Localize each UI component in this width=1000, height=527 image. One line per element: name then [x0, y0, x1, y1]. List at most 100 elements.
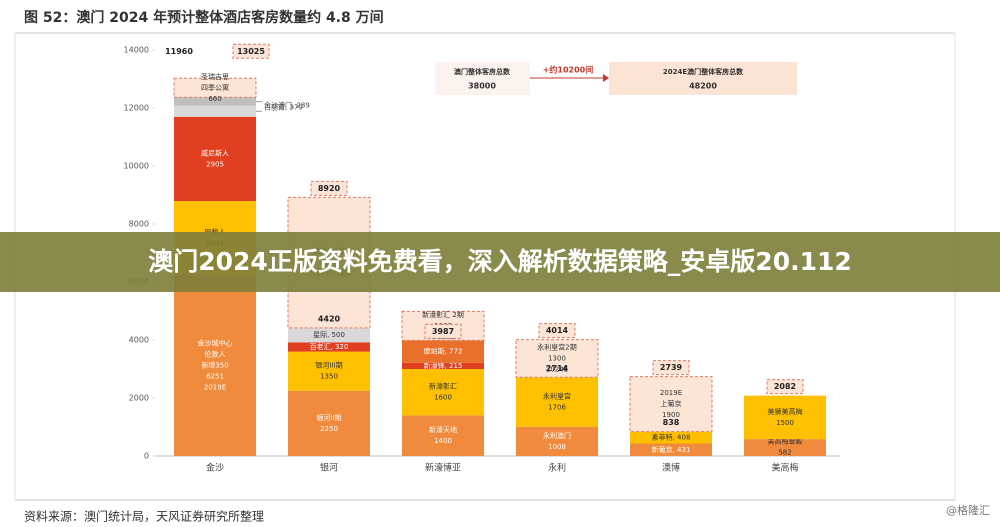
total-box [538, 323, 576, 339]
total-box [232, 43, 270, 59]
segment-label: 新濠影汇 2期 [422, 310, 464, 319]
total-label: 4420 [318, 314, 341, 323]
total-box [652, 360, 690, 376]
bar-segment [288, 327, 370, 343]
bar-segment [744, 439, 826, 456]
y-tick-label: 14000 [124, 46, 149, 55]
segment-label: 新葡京, 431 [652, 445, 691, 454]
segment-label: 2024E [546, 365, 568, 373]
x-tick-label: 永利 [548, 462, 566, 474]
segment-label: 银河II期 [316, 413, 341, 422]
bar-segment [174, 105, 256, 117]
segment-label: 新增350 [201, 360, 228, 369]
bar-segment [402, 362, 484, 369]
segment-label: 上葡京 [661, 399, 682, 408]
y-tick-label: 12000 [124, 104, 149, 113]
segment-label: 美狮美高梅 [768, 407, 803, 416]
segment-label: 圣瑞吉思 [201, 72, 229, 81]
segment-label: 金沙澳门, 289 [264, 101, 310, 110]
segment-label: 百丽宫, 379 [264, 102, 303, 111]
x-tick-label: 澳博 [662, 462, 680, 474]
annotation-arrow-label: +约10200间 [543, 65, 594, 75]
bar-segment [174, 97, 256, 106]
watermark: @格隆汇 [946, 503, 990, 517]
segment-label: 银河III期 [315, 361, 342, 370]
total-label: 8920 [318, 184, 341, 193]
total-label: 2739 [660, 363, 683, 372]
segment-label: 1500 [776, 419, 794, 427]
source: 资料来源：澳门统计局，天风证券研究所整理 [24, 509, 264, 524]
total-label: 838 [663, 418, 680, 427]
total-label: 2714 [546, 364, 569, 373]
segment-label: 2250 [320, 425, 338, 433]
y-tick-label: 2000 [129, 394, 149, 403]
segment-label: 永利皇宫 [543, 392, 571, 401]
segment-label: 660 [208, 95, 221, 103]
total-label: 2082 [774, 382, 796, 391]
planned-segment [515, 339, 599, 378]
segment-label: 582 [778, 449, 791, 457]
segment-label: 永利澳门 [543, 431, 571, 440]
planned-segment [173, 77, 257, 98]
annotation-label: 澳门整体客房总数 [454, 67, 511, 76]
total-box [310, 180, 348, 196]
arrow-head [603, 74, 609, 82]
plot: 02000400060008000100001200014000金沙金沙城中心伦… [124, 43, 826, 474]
x-tick-label: 美高梅 [771, 462, 798, 474]
planned-segment [629, 376, 713, 433]
segment-label: 四季公寓 [201, 83, 229, 92]
bar-segment [516, 426, 598, 456]
segment-label: 1600 [434, 394, 452, 402]
x-tick-label: 银河 [320, 462, 338, 474]
bar-segment [402, 369, 484, 416]
bar-segment [288, 342, 370, 352]
chart-title: 图 52：澳门 2024 年预计整体酒店客房数量约 4.8 万间 [24, 9, 384, 26]
segment-label: 1350 [320, 373, 338, 381]
segment-label: 星际, 500 [313, 330, 345, 339]
total-label: 11960 [165, 47, 193, 56]
bar-segment [174, 274, 256, 456]
bar-segment [402, 340, 484, 363]
bar-segment [744, 395, 826, 440]
y-tick-label: 4000 [129, 336, 149, 345]
annotation-value: 38000 [468, 82, 496, 91]
segment-label: 巴黎人 [205, 227, 226, 236]
segment-label: 伦敦人 [205, 349, 226, 358]
total-box [424, 323, 462, 339]
segment-label: 2019E [204, 383, 226, 391]
segment-label: 新濠锋, 215 [424, 361, 463, 370]
segment-label: 威尼斯人 [201, 148, 229, 157]
x-tick-label: 新濠博亚 [425, 462, 461, 474]
annotation-box [435, 62, 530, 95]
segment-label: 6251 [206, 372, 224, 380]
y-tick-label: 8000 [129, 220, 149, 229]
total-label: 13025 [237, 47, 265, 56]
x-tick-label: 金沙 [206, 462, 224, 474]
segment-label: 摩珀斯, 772 [424, 347, 463, 356]
segment-label: 1900 [662, 411, 680, 419]
bar-segment [630, 431, 712, 444]
bar-segment [288, 390, 370, 456]
annotation-label: 2024E澳门整体客房总数 [663, 67, 744, 76]
segment-label: 2905 [206, 160, 224, 168]
segment-label: 1008 [548, 443, 566, 451]
segment-label: 新濠影汇 [429, 382, 457, 391]
annotation-value: 48200 [689, 82, 717, 91]
total-label: 4014 [546, 326, 569, 335]
segment-label: 1400 [434, 437, 452, 445]
segment-label: 永利皇宫2期 [537, 342, 576, 351]
banner-text: 澳门2024正版资料免费看，深入解析数据策略_安卓版20.112 [148, 247, 852, 276]
bar-segment [402, 415, 484, 456]
segment-label: 美高梅金殿 [768, 437, 803, 446]
bar-segment [174, 116, 256, 202]
bar-segment [630, 443, 712, 456]
segment-label: 素菲特, 408 [652, 433, 691, 442]
annotation-box [609, 62, 797, 95]
total-label: 3987 [432, 327, 454, 336]
y-tick-label: 0 [144, 452, 149, 461]
segment-label: 1706 [548, 404, 566, 412]
banner-band [0, 232, 1000, 292]
segment-label: 金沙城中心 [198, 338, 233, 347]
segment-label: 1300 [548, 354, 566, 362]
